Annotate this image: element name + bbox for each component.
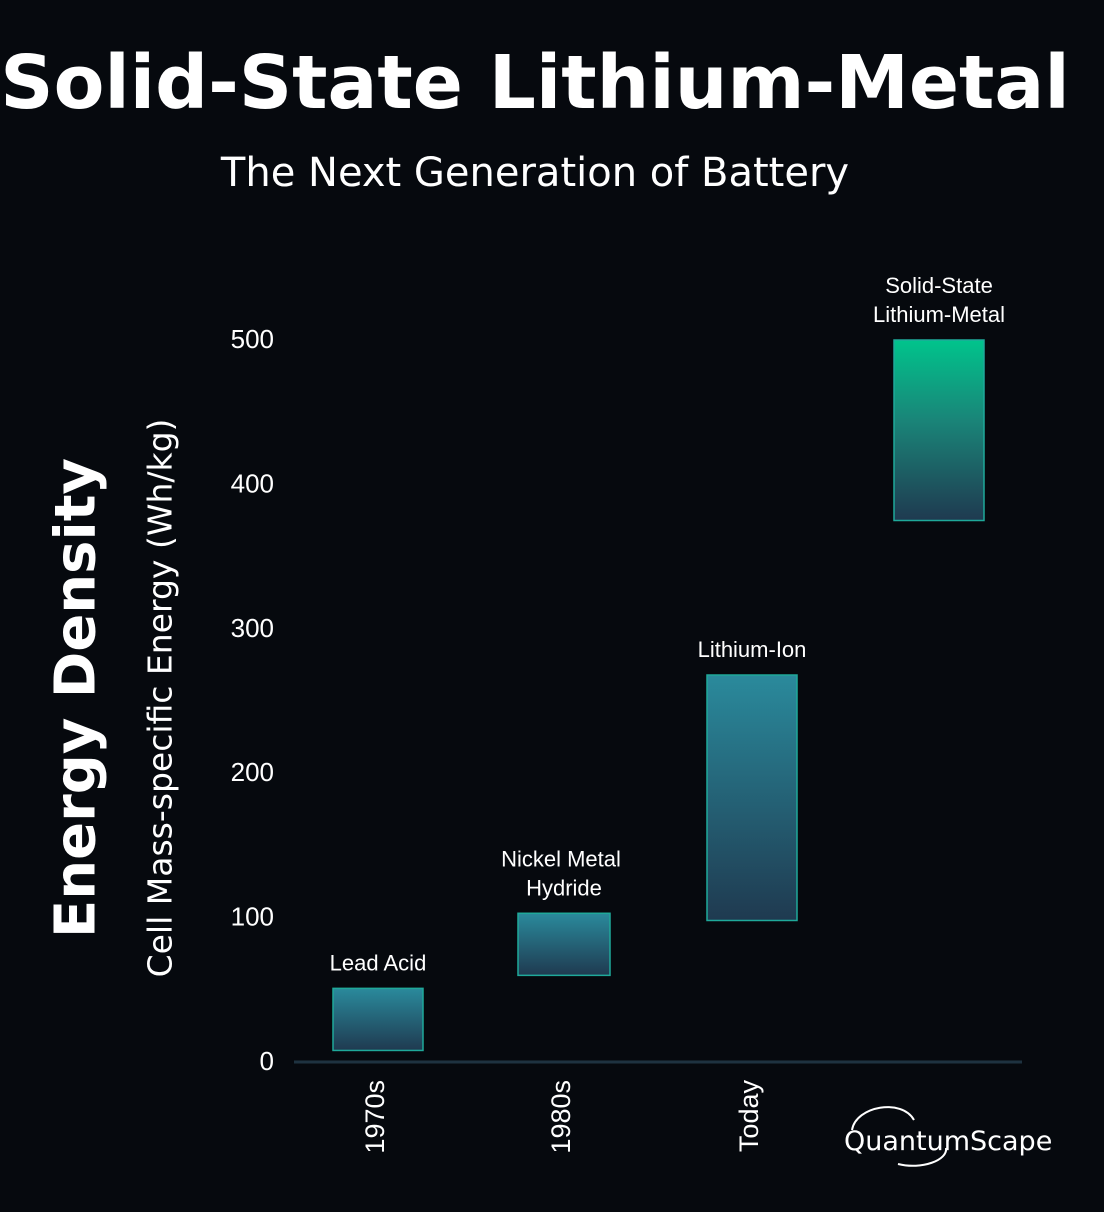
bar-data-label: Solid-State [885, 273, 993, 298]
y-tick-label: 500 [231, 324, 274, 354]
page-subtitle: The Next Generation of Battery [220, 150, 850, 196]
bar-solid-state-lithium-metal [893, 339, 985, 522]
logo-swoosh-icon [851, 1106, 948, 1167]
bar-data-label: Nickel Metal [501, 846, 621, 871]
bar-data-label: Lithium-Ion [698, 637, 807, 662]
bar-data-label: Lead Acid [330, 950, 427, 975]
x-category-label: Today [734, 1080, 764, 1153]
x-category-label: 1970s [360, 1080, 390, 1154]
y-tick-label: 0 [260, 1046, 274, 1076]
bar-data-label: Lithium-Metal [873, 302, 1005, 327]
bar-lithium-ion [706, 674, 798, 922]
bar-data-label: Hydride [526, 875, 602, 900]
y-tick-label: 200 [231, 757, 274, 787]
x-category-label: 1980s [546, 1080, 576, 1154]
quantumscape-logo: QuantumScape [838, 1098, 1052, 1170]
y-tick-label: 300 [231, 613, 274, 643]
bar-lead-acid [332, 987, 424, 1052]
logo-text: QuantumScape [844, 1126, 1053, 1157]
page-title: Solid-State Lithium-Metal [0, 40, 1070, 126]
bar-nickel-metal-hydride [517, 912, 611, 977]
y-tick-label: 400 [231, 468, 274, 498]
y-tick-label: 100 [231, 902, 274, 932]
